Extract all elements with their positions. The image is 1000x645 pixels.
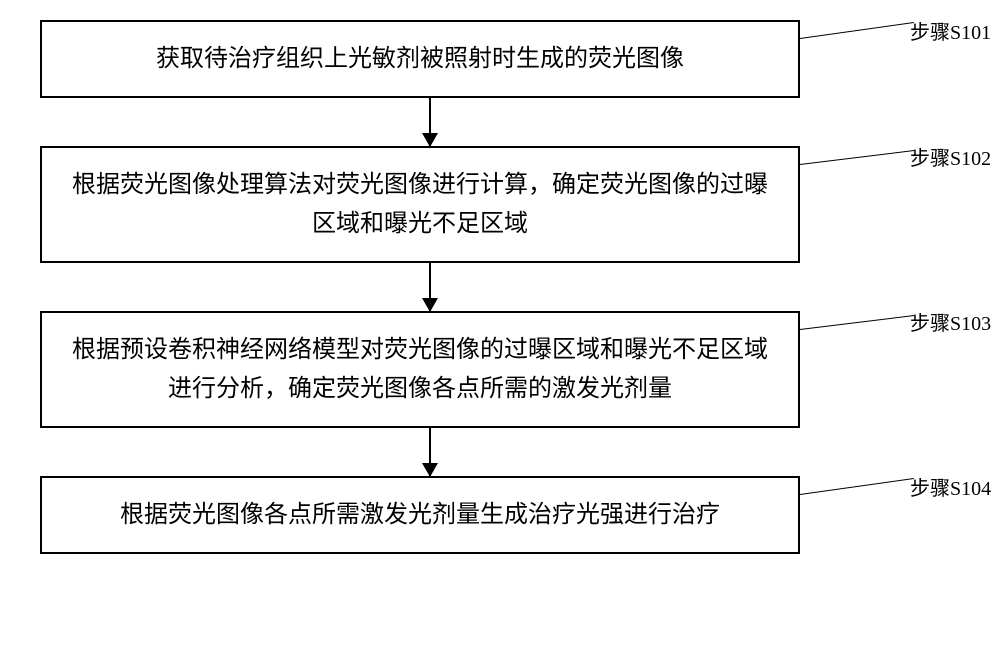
- step-text-2: 根据荧光图像处理算法对荧光图像进行计算，确定荧光图像的过曝区域和曝光不足区域: [62, 166, 778, 243]
- arrow-2: [429, 263, 431, 311]
- flowchart-container: 获取待治疗组织上光敏剂被照射时生成的荧光图像 步骤S101 根据荧光图像处理算法…: [40, 20, 960, 554]
- step-container-2: 根据荧光图像处理算法对荧光图像进行计算，确定荧光图像的过曝区域和曝光不足区域 步…: [40, 146, 960, 263]
- step-label-1: 步骤S101: [910, 16, 991, 45]
- step-box-4: 根据荧光图像各点所需激发光剂量生成治疗光强进行治疗: [40, 476, 800, 554]
- step-label-3: 步骤S103: [910, 307, 991, 336]
- connector-line-3: [800, 315, 914, 330]
- step-text-1: 获取待治疗组织上光敏剂被照射时生成的荧光图像: [156, 40, 684, 78]
- step-box-3: 根据预设卷积神经网络模型对荧光图像的过曝区域和曝光不足区域进行分析，确定荧光图像…: [40, 311, 800, 428]
- step-label-2: 步骤S102: [910, 142, 991, 171]
- arrow-3: [429, 428, 431, 476]
- step-label-4: 步骤S104: [910, 472, 991, 501]
- step-container-3: 根据预设卷积神经网络模型对荧光图像的过曝区域和曝光不足区域进行分析，确定荧光图像…: [40, 311, 960, 428]
- connector-line-4: [800, 478, 914, 495]
- arrow-1: [429, 98, 431, 146]
- connector-line-1: [800, 22, 914, 39]
- connector-line-2: [800, 150, 914, 165]
- step-box-1: 获取待治疗组织上光敏剂被照射时生成的荧光图像: [40, 20, 800, 98]
- step-box-2: 根据荧光图像处理算法对荧光图像进行计算，确定荧光图像的过曝区域和曝光不足区域: [40, 146, 800, 263]
- step-container-4: 根据荧光图像各点所需激发光剂量生成治疗光强进行治疗 步骤S104: [40, 476, 960, 554]
- step-text-4: 根据荧光图像各点所需激发光剂量生成治疗光强进行治疗: [120, 496, 720, 534]
- step-text-3: 根据预设卷积神经网络模型对荧光图像的过曝区域和曝光不足区域进行分析，确定荧光图像…: [62, 331, 778, 408]
- step-container-1: 获取待治疗组织上光敏剂被照射时生成的荧光图像 步骤S101: [40, 20, 960, 98]
